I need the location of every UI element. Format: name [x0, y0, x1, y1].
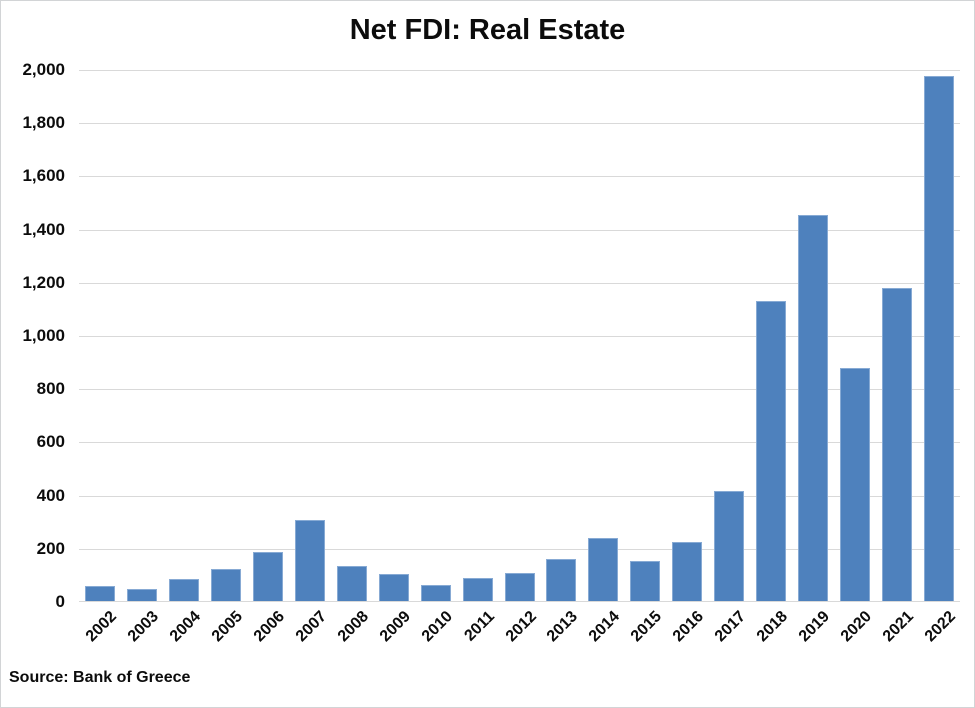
x-axis-tick-label: 2011 [461, 608, 499, 645]
bar-2013 [546, 559, 576, 601]
y-axis-tick-label: 1,200 [22, 272, 65, 292]
x-axis-tick-label: 2009 [376, 608, 415, 646]
bar-2011 [463, 578, 493, 601]
y-axis-tick-label: 800 [36, 379, 65, 399]
x-axis-tick-label: 2022 [921, 608, 960, 646]
x-axis-tick-label: 2015 [627, 608, 666, 646]
x-axis-tick-label: 2007 [292, 608, 331, 646]
bar-2009 [379, 574, 409, 601]
bar-2019 [798, 215, 828, 601]
x-axis-tick-label: 2016 [669, 608, 708, 646]
y-axis-tick-label: 0 [55, 592, 65, 611]
x-axis-tick-label: 2013 [543, 608, 582, 646]
bar-2003 [127, 589, 157, 601]
x-axis-tick-label: 2003 [124, 608, 163, 646]
chart-title: Net FDI: Real Estate [349, 14, 626, 46]
bar-2020 [840, 368, 870, 601]
x-axis-line [79, 601, 960, 602]
x-axis-tick-label: 2005 [208, 608, 247, 646]
x-axis-tick-label: 2004 [166, 608, 205, 646]
gridline [79, 442, 960, 443]
bar-2012 [505, 573, 535, 601]
x-axis-tick-label: 2014 [585, 608, 624, 646]
bar-2016 [672, 542, 702, 601]
bar-2006 [253, 552, 283, 601]
y-axis-tick-label: 400 [36, 485, 65, 505]
gridline [79, 336, 960, 337]
y-axis-tick-label: 1,800 [22, 113, 65, 133]
bar-2021 [882, 288, 912, 601]
gridline [79, 389, 960, 390]
x-axis-tick-label: 2017 [711, 608, 750, 646]
x-axis-tick-label: 2006 [250, 608, 289, 646]
x-axis-tick-label: 2012 [502, 608, 541, 646]
bar-2005 [211, 569, 241, 601]
x-axis-tick-label: 2020 [837, 608, 876, 646]
x-axis-tick-label: 2010 [418, 608, 457, 646]
bar-2018 [756, 301, 786, 601]
gridline [79, 496, 960, 497]
y-axis-tick-label: 1,000 [22, 326, 65, 345]
y-axis-tick-label: 600 [36, 432, 65, 452]
gridline [79, 70, 960, 71]
bar-2008 [337, 566, 367, 601]
gridline [79, 176, 960, 177]
y-axis-tick-label: 1,600 [22, 166, 65, 186]
y-axis-tick-label: 200 [36, 538, 65, 558]
gridline [79, 283, 960, 284]
bar-2017 [714, 491, 744, 601]
bar-2015 [630, 561, 660, 601]
bar-2007 [295, 520, 325, 601]
bar-2002 [85, 586, 115, 601]
bar-2004 [169, 579, 199, 601]
x-axis-tick-label: 2002 [82, 608, 121, 646]
gridline [79, 123, 960, 124]
source-note: Source: Bank of Greece [9, 669, 191, 686]
x-axis-tick-label: 2018 [753, 608, 792, 646]
gridline [79, 230, 960, 231]
gridline [79, 549, 960, 550]
x-axis-tick-label: 2008 [334, 608, 373, 646]
bar-2022 [924, 76, 954, 601]
bar-2014 [588, 538, 618, 601]
x-axis-tick-label: 2019 [795, 608, 834, 646]
bar-2010 [421, 585, 451, 601]
y-axis-tick-label: 1,400 [22, 219, 65, 239]
x-axis-tick-label: 2021 [879, 608, 918, 646]
plot-area [79, 70, 960, 602]
y-axis-tick-label: 2,000 [22, 60, 65, 79]
